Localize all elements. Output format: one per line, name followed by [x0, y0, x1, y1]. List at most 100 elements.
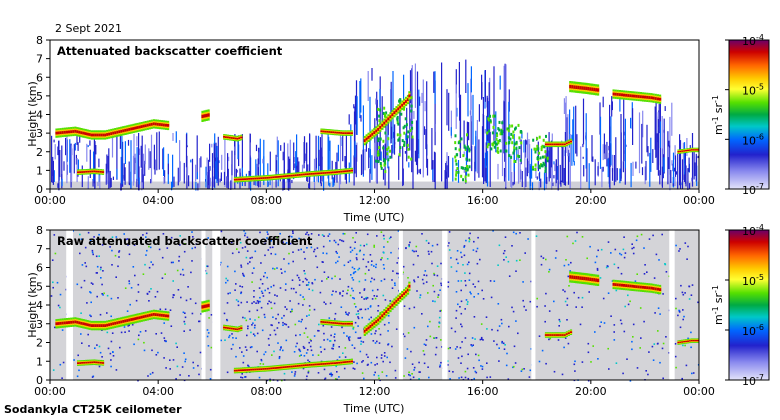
noise-speckle	[427, 366, 429, 368]
aerosol-column	[406, 107, 408, 162]
noise-speckle	[433, 272, 435, 275]
aerosol-column	[369, 169, 371, 183]
noise-speckle	[657, 330, 659, 332]
noise-speckle	[289, 242, 292, 245]
rising-cloud-12-core	[397, 298, 400, 301]
noise-speckle	[329, 240, 331, 242]
aerosol-column	[467, 83, 469, 117]
noise-speckle	[172, 296, 174, 299]
convective-patch	[384, 170, 387, 174]
noise-speckle	[681, 291, 684, 294]
noise-speckle	[375, 263, 377, 266]
noise-speckle	[147, 375, 149, 377]
aerosol-column	[183, 162, 185, 184]
aerosol-column	[602, 166, 604, 172]
noise-speckle	[330, 373, 332, 375]
x-tick-label: 16:00	[467, 385, 499, 398]
convective-patch	[538, 135, 541, 139]
aerosol-column	[382, 168, 385, 180]
aerosol-column	[424, 101, 426, 112]
noise-speckle	[383, 267, 385, 270]
convective-patch	[458, 148, 461, 152]
cloud-top-lower-core	[59, 131, 62, 135]
noise-speckle	[357, 317, 360, 320]
aerosol-column	[354, 95, 357, 125]
noise-speckle	[377, 374, 380, 377]
noise-speckle	[631, 243, 633, 245]
noise-speckle	[365, 297, 367, 299]
cloud-2100-core	[616, 283, 619, 287]
convective-patch	[411, 126, 414, 130]
boundary-layer-core	[314, 363, 317, 366]
boundary-layer-core	[264, 177, 267, 179]
convective-patch	[403, 124, 406, 128]
noise-speckle	[425, 344, 427, 346]
noise-speckle	[325, 303, 327, 305]
noise-speckle	[292, 260, 294, 263]
convective-patch	[493, 145, 496, 149]
aerosol-column	[540, 178, 542, 188]
convective-patch	[465, 168, 468, 172]
noise-speckle	[491, 328, 493, 331]
cloud-top-lower-core	[150, 313, 153, 317]
aerosol-column	[630, 117, 632, 129]
noise-speckle	[200, 313, 202, 315]
aerosol-column	[484, 129, 486, 134]
cloud-2000-core	[595, 278, 598, 282]
aerosol-column	[227, 153, 229, 177]
noise-speckle	[478, 359, 480, 362]
aerosol-column	[672, 152, 675, 188]
noise-speckle	[268, 300, 270, 303]
aerosol-column	[335, 161, 337, 172]
aerosol-column	[671, 102, 673, 136]
aerosol-column	[663, 157, 665, 173]
noise-speckle	[409, 241, 411, 244]
aerosol-column	[130, 140, 132, 190]
aerosol-column	[53, 139, 55, 143]
aerosol-column	[149, 151, 151, 169]
rising-cloud-12-core	[381, 123, 384, 127]
boundary-layer-core	[340, 170, 343, 173]
noise-speckle	[184, 312, 186, 314]
rising-cloud-12-core	[363, 329, 366, 333]
noise-speckle	[368, 269, 370, 271]
cloud-2100-core	[629, 284, 632, 288]
noise-speckle	[291, 310, 293, 313]
cloud-1030-core	[350, 132, 353, 134]
noise-speckle	[170, 261, 173, 264]
aerosol-column	[536, 176, 538, 180]
aerosol-column	[580, 146, 582, 190]
noise-speckle	[613, 263, 616, 266]
cloud-top-lower-core	[108, 132, 111, 136]
noise-speckle	[260, 306, 263, 309]
noise-speckle	[378, 342, 381, 344]
noise-speckle	[253, 296, 255, 298]
noise-speckle	[358, 280, 361, 283]
convective-patch	[492, 125, 495, 129]
noise-speckle	[423, 343, 426, 346]
noise-speckle	[242, 361, 245, 364]
noise-speckle	[413, 326, 416, 329]
noise-speckle	[460, 256, 463, 258]
noise-speckle	[226, 279, 229, 282]
rising-cloud-12-core	[365, 328, 368, 331]
noise-speckle	[564, 300, 567, 303]
noise-speckle	[50, 295, 53, 297]
noise-speckle	[115, 369, 118, 371]
noise-speckle	[118, 250, 121, 252]
noise-speckle	[545, 258, 547, 261]
noise-speckle	[447, 285, 449, 288]
aerosol-column	[495, 111, 497, 153]
aerosol-column	[646, 124, 648, 153]
noise-speckle	[402, 265, 405, 268]
noise-speckle	[471, 345, 473, 347]
aerosol-column	[134, 160, 136, 170]
noise-speckle	[348, 312, 350, 314]
convective-patch	[496, 134, 499, 137]
noise-speckle	[240, 292, 242, 295]
noise-speckle	[225, 281, 227, 284]
cloud-0630-core	[226, 136, 230, 139]
noise-speckle	[357, 312, 360, 315]
boundary-layer-core	[244, 369, 247, 371]
noise-speckle	[149, 373, 152, 375]
